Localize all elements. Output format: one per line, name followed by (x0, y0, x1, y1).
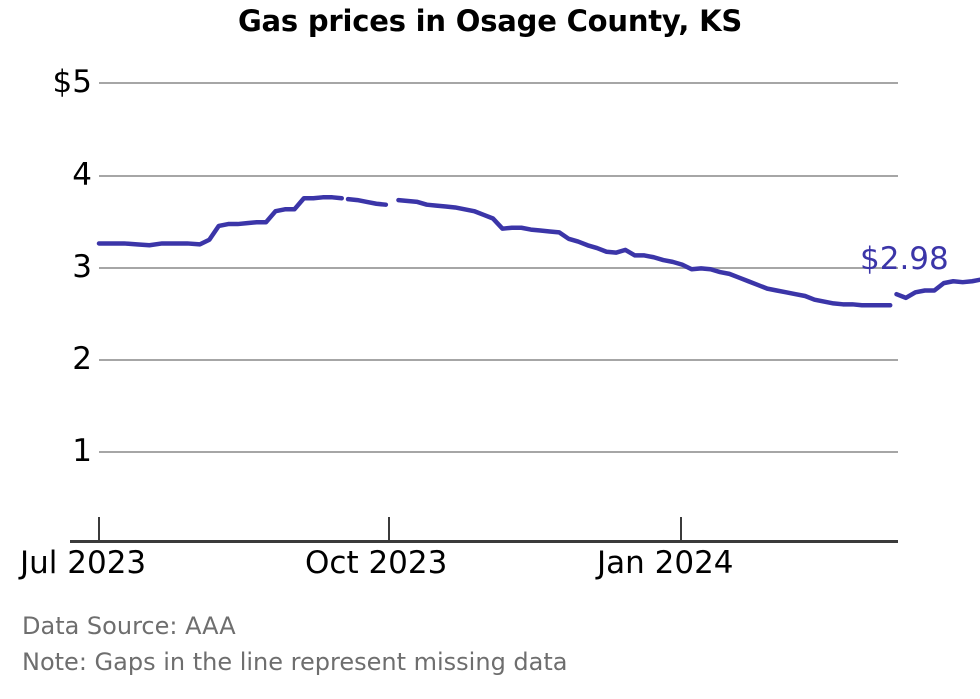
y-tick-label-5: $5 (52, 64, 92, 100)
gridline-5 (99, 82, 898, 84)
gridline-4 (99, 175, 898, 177)
y-tick-label-4: 4 (72, 157, 92, 193)
x-tick-oct-2023 (388, 517, 390, 541)
y-tick-label-1: 1 (72, 433, 92, 469)
y-tick-label-3: 3 (72, 249, 92, 285)
x-axis-line (70, 540, 898, 543)
gridline-3 (99, 267, 898, 269)
x-tick-label-jan-2024: Jan 2024 (597, 545, 734, 581)
gridline-1 (99, 451, 898, 453)
end-value-label: $2.98 (860, 241, 949, 277)
data-source-note: Data Source: AAA (22, 612, 236, 640)
plot-area (99, 82, 898, 453)
x-tick-jul-2023 (98, 517, 100, 541)
y-tick-label-2: 2 (72, 341, 92, 377)
x-tick-label-jul-2023: Jul 2023 (20, 545, 147, 581)
x-tick-jan-2024 (680, 517, 682, 541)
chart-title: Gas prices in Osage County, KS (237, 4, 743, 38)
x-tick-label-oct-2023: Oct 2023 (305, 545, 448, 581)
gridline-2 (99, 359, 898, 361)
missing-data-note: Note: Gaps in the line represent missing… (22, 648, 568, 676)
